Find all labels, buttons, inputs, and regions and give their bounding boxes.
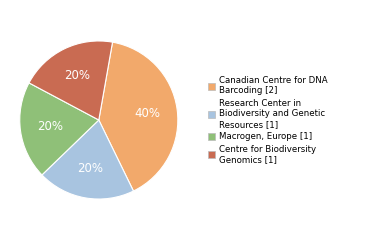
Text: 40%: 40% bbox=[134, 107, 160, 120]
Wedge shape bbox=[20, 83, 99, 175]
Legend: Canadian Centre for DNA
Barcoding [2], Research Center in
Biodiversity and Genet: Canadian Centre for DNA Barcoding [2], R… bbox=[206, 74, 329, 166]
Text: 20%: 20% bbox=[37, 120, 63, 133]
Text: 20%: 20% bbox=[64, 69, 90, 83]
Text: 20%: 20% bbox=[77, 162, 103, 175]
Wedge shape bbox=[29, 41, 112, 120]
Wedge shape bbox=[99, 42, 178, 191]
Wedge shape bbox=[42, 120, 133, 199]
